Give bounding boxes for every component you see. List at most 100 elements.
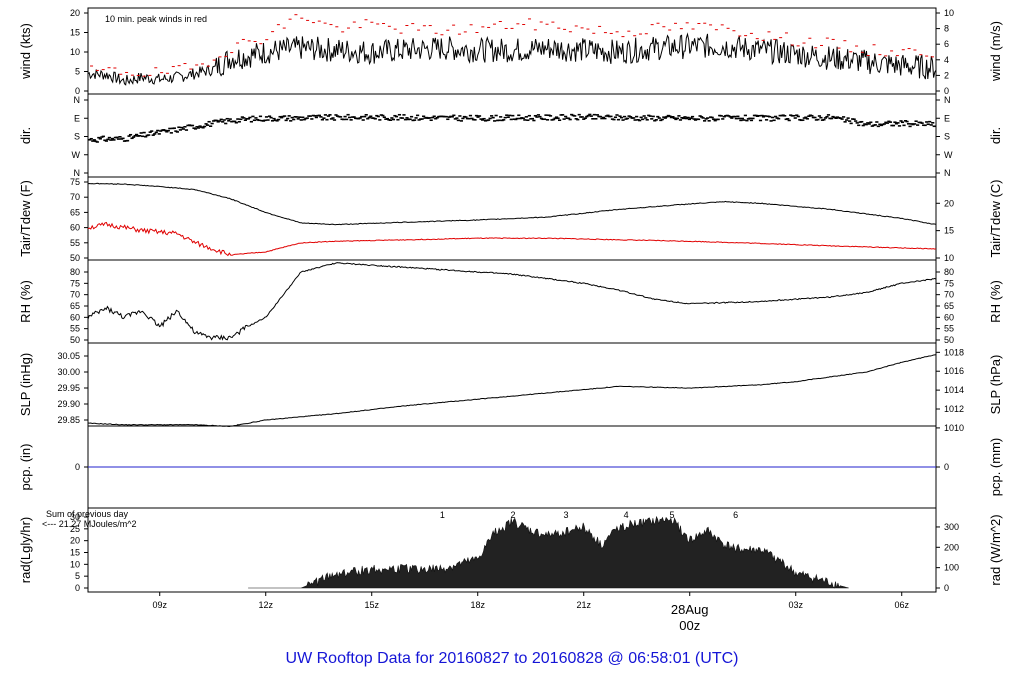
rh-left-tick-label: 65: [70, 301, 80, 311]
slp-ylabel-right: SLP (hPa): [988, 355, 1003, 415]
temp-left-tick-label: 55: [70, 238, 80, 248]
rh-right-right-tick-label: 75: [944, 278, 954, 288]
x-date-label: 28Aug: [671, 602, 709, 617]
temp-left-tick-label: 50: [70, 253, 80, 263]
x-tick-label: 18z: [470, 600, 485, 610]
slp-right-tick-label: 1012: [944, 404, 964, 414]
rad-marker-label: 5: [670, 510, 675, 520]
rh-left-tick-label: 55: [70, 324, 80, 334]
wind-left-tick-label: 15: [70, 28, 80, 38]
rh-left-tick-label: 60: [70, 312, 80, 322]
temp-left-tick-label: 65: [70, 207, 80, 217]
dir-left-tick-label: S: [74, 132, 80, 142]
temp-ylabel-left: Tair/Tdew (F): [18, 180, 33, 257]
wind-ylabel-right: wind (m/s): [988, 21, 1003, 82]
rh-panel-frame: [87, 259, 937, 344]
rad-left-tick-label: 15: [70, 548, 80, 558]
slp-ylabel-left: SLP (inHg): [18, 353, 33, 416]
x-tick-label: 09z: [152, 600, 167, 610]
rh-line: [87, 262, 937, 341]
dir-right-right-tick-label: S: [944, 132, 950, 142]
rad-note-line2: <--- 21.27 MJoules/m^2: [42, 519, 137, 529]
rad-marker-label: 1: [440, 510, 445, 520]
wind-left-tick-label: 10: [70, 47, 80, 57]
dir-ylabel-left: dir.: [18, 127, 33, 144]
rad-right-tick-label: 0: [944, 583, 949, 593]
wind-ms-right-tick-label: 2: [944, 70, 949, 80]
rad-left-tick-label: 25: [70, 524, 80, 534]
dir-right-right-tick-label: E: [944, 113, 950, 123]
rh-right-right-tick-label: 70: [944, 290, 954, 300]
wind-panel-frame: [87, 7, 937, 95]
slp-right-tick-label: 1010: [944, 423, 964, 433]
temp-c-tick-label: 10: [944, 253, 954, 263]
pcp-ylabel-right: pcp. (mm): [988, 438, 1003, 497]
temp-left-tick-label: 60: [70, 223, 80, 233]
rh-left-tick-label: 50: [70, 335, 80, 345]
wind-left-tick-label: 5: [75, 67, 80, 77]
rad-right-tick-label: 300: [944, 522, 959, 532]
temp-c-tick-label: 15: [944, 226, 954, 236]
rad-area: [248, 515, 849, 589]
temp-left-tick-label: 75: [70, 177, 80, 187]
rh-ylabel-right: RH (%): [988, 280, 1003, 323]
pcp-ylabel-left: pcp. (in): [18, 444, 33, 491]
wind-ms-right-tick-label: 0: [944, 86, 949, 96]
rad-panel-frame: [87, 507, 937, 593]
rad-left-tick-label: 0: [75, 583, 80, 593]
rad-left-tick-label: 20: [70, 536, 80, 546]
dir-right-right-tick-label: W: [944, 150, 953, 160]
x-date-sub-label: 00z: [679, 618, 700, 633]
slp-right-tick-label: 1018: [944, 347, 964, 357]
dir-ylabel-right: dir.: [988, 127, 1003, 144]
rh-right-right-tick-label: 50: [944, 335, 954, 345]
chart-title: UW Rooftop Data for 20160827 to 20160828…: [285, 650, 739, 667]
pcp-left-tick-label: 0: [75, 462, 80, 472]
rh-right-right-tick-label: 55: [944, 324, 954, 334]
slp-left-tick-label: 30.05: [57, 351, 80, 361]
rad-left-tick-label: 5: [75, 571, 80, 581]
rh-left-tick-label: 70: [70, 290, 80, 300]
rh-left-tick-label: 80: [70, 267, 80, 277]
dir-left-tick-label: W: [72, 150, 81, 160]
slp-left-tick-label: 30.00: [57, 367, 80, 377]
rh-ylabel-left: RH (%): [18, 280, 33, 323]
rh-right-right-tick-label: 60: [944, 312, 954, 322]
x-tick-label: 12z: [258, 600, 273, 610]
temp-left-tick-label: 70: [70, 192, 80, 202]
wind-ms-right-tick-label: 6: [944, 39, 949, 49]
rad-marker-label: 2: [511, 510, 516, 520]
dir-panel-frame: [87, 93, 937, 178]
slp-right-tick-label: 1014: [944, 385, 964, 395]
rad-right-tick-label: 100: [944, 563, 959, 573]
dir-right-right-tick-label: N: [944, 168, 951, 178]
x-tick-label: 21z: [576, 600, 591, 610]
slp-left-tick-label: 29.85: [57, 415, 80, 425]
wind-ms-right-tick-label: 8: [944, 24, 949, 34]
dir-left-tick-label: N: [74, 168, 81, 178]
rad-left-tick-label: 10: [70, 559, 80, 569]
air-temp-line: [87, 182, 937, 226]
rad-marker-label: 4: [624, 510, 629, 520]
wind-peak-annotation: 10 min. peak winds in red: [105, 14, 207, 24]
slp-line: [87, 354, 937, 428]
dir-right-right-tick-label: N: [944, 95, 951, 105]
rad-marker-label: 3: [564, 510, 569, 520]
slp-left-tick-label: 29.90: [57, 399, 80, 409]
rh-right-right-tick-label: 65: [944, 301, 954, 311]
rh-left-tick-label: 75: [70, 278, 80, 288]
slp-panel-frame: [87, 342, 937, 427]
pcp-mm-right-tick-label: 0: [944, 462, 949, 472]
rh-right-right-tick-label: 80: [944, 267, 954, 277]
slp-right-tick-label: 1016: [944, 366, 964, 376]
rad-note-line1: Sum of previous day: [46, 509, 129, 519]
temp-c-tick-label: 20: [944, 198, 954, 208]
wind-left-tick-label: 20: [70, 8, 80, 18]
x-tick-label: 03z: [788, 600, 803, 610]
wind-left-tick-label: 0: [75, 86, 80, 96]
rad-ylabel-left: rad(Lgly/hr): [18, 517, 33, 583]
slp-left-tick-label: 29.95: [57, 383, 80, 393]
rad-right-tick-label: 200: [944, 542, 959, 552]
